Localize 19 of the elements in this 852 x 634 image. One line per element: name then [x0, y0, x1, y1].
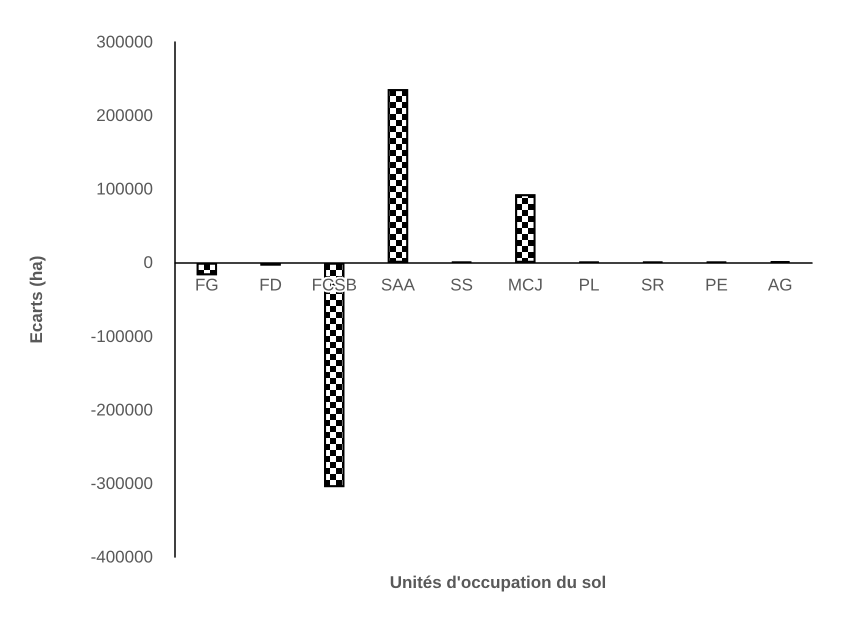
y-tick-label: 200000	[96, 106, 153, 126]
y-tick-label: 0	[144, 253, 153, 272]
x-tick-label: SAA	[380, 276, 416, 295]
x-axis-title: Unités d'occupation du sol	[390, 573, 606, 592]
x-tick-label: FD	[259, 276, 282, 295]
y-tick-label: -100000	[90, 326, 153, 346]
x-tick-label: FG	[195, 276, 219, 295]
x-tick-label: PL	[578, 276, 600, 295]
x-tick-label: AG	[768, 276, 792, 295]
x-tick-label: MCJ	[508, 276, 543, 295]
y-tick-label: -300000	[90, 474, 153, 493]
x-tick-label: SS	[450, 276, 473, 295]
y-tick-label: 100000	[96, 180, 153, 199]
y-tick-label: -400000	[90, 548, 153, 566]
y-tick-label: 300000	[96, 32, 153, 52]
y-tick-label: -200000	[90, 400, 153, 420]
x-tick-label: PE	[705, 276, 728, 295]
y-axis-title: Ecarts (ha)	[27, 256, 46, 344]
x-tick-label: SR	[640, 276, 665, 295]
